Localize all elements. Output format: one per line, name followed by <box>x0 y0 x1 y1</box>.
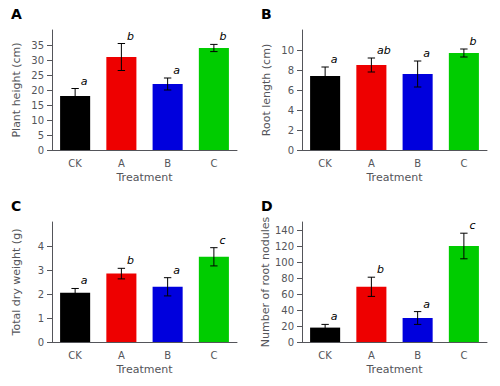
svg-text:10: 10 <box>281 45 294 56</box>
svg-text:Plant height (cm): Plant height (cm) <box>10 42 23 137</box>
svg-text:0: 0 <box>288 337 294 348</box>
svg-text:C: C <box>210 158 217 169</box>
svg-text:Treatment: Treatment <box>366 363 424 376</box>
svg-text:B: B <box>414 158 421 169</box>
svg-text:A: A <box>368 158 375 169</box>
svg-text:0: 0 <box>38 337 44 348</box>
svg-text:A: A <box>368 350 375 361</box>
svg-text:C: C <box>210 350 217 361</box>
svg-text:C: C <box>11 198 21 214</box>
svg-text:CK: CK <box>318 350 332 361</box>
svg-text:40: 40 <box>281 305 294 316</box>
svg-text:10: 10 <box>31 115 44 126</box>
svg-text:Root length (cm): Root length (cm) <box>260 44 273 136</box>
svg-text:C: C <box>460 158 467 169</box>
svg-text:6: 6 <box>288 85 294 96</box>
svg-text:ab: ab <box>377 44 391 57</box>
svg-text:20: 20 <box>281 321 294 332</box>
svg-text:20: 20 <box>31 85 44 96</box>
svg-text:0: 0 <box>38 145 44 156</box>
svg-text:a: a <box>173 64 180 77</box>
svg-text:a: a <box>81 75 88 88</box>
svg-text:b: b <box>219 30 226 43</box>
svg-text:D: D <box>261 198 273 214</box>
svg-text:25: 25 <box>31 70 44 81</box>
svg-text:140: 140 <box>275 225 294 236</box>
svg-text:a: a <box>423 47 430 60</box>
svg-text:4: 4 <box>288 105 294 116</box>
svg-text:Treatment: Treatment <box>116 363 174 376</box>
svg-text:b: b <box>377 263 384 276</box>
svg-text:C: C <box>460 350 467 361</box>
svg-text:30: 30 <box>31 55 44 66</box>
svg-text:a: a <box>173 264 180 277</box>
svg-text:B: B <box>164 158 171 169</box>
svg-text:60: 60 <box>281 289 294 300</box>
svg-text:15: 15 <box>31 100 44 111</box>
svg-text:a: a <box>423 298 430 311</box>
svg-text:2: 2 <box>38 289 44 300</box>
svg-text:100: 100 <box>275 257 294 268</box>
svg-text:Number of root nodules: Number of root nodules <box>259 216 272 347</box>
svg-text:B: B <box>414 350 421 361</box>
svg-text:A: A <box>11 6 22 22</box>
svg-text:2: 2 <box>288 125 294 136</box>
svg-text:4: 4 <box>38 241 44 252</box>
svg-text:80: 80 <box>281 273 294 284</box>
svg-text:b: b <box>469 35 476 48</box>
svg-text:a: a <box>331 53 338 66</box>
svg-text:5: 5 <box>38 130 44 141</box>
svg-text:8: 8 <box>288 65 294 76</box>
svg-text:b: b <box>127 254 134 267</box>
svg-text:B: B <box>261 6 272 22</box>
svg-text:A: A <box>118 158 125 169</box>
svg-text:A: A <box>118 350 125 361</box>
svg-text:Treatment: Treatment <box>116 171 174 184</box>
svg-text:Treatment: Treatment <box>366 171 424 184</box>
svg-text:a: a <box>81 274 88 287</box>
svg-text:Total dry weight (g): Total dry weight (g) <box>10 229 23 337</box>
svg-text:c: c <box>469 219 475 232</box>
svg-text:a: a <box>331 310 338 323</box>
svg-text:1: 1 <box>38 313 44 324</box>
svg-text:35: 35 <box>31 40 44 51</box>
svg-text:b: b <box>127 30 134 43</box>
svg-text:3: 3 <box>38 265 44 276</box>
svg-text:B: B <box>164 350 171 361</box>
svg-text:0: 0 <box>288 145 294 156</box>
svg-text:120: 120 <box>275 241 294 252</box>
svg-text:CK: CK <box>318 158 332 169</box>
svg-text:c: c <box>219 234 225 247</box>
svg-text:CK: CK <box>68 350 82 361</box>
svg-text:CK: CK <box>68 158 82 169</box>
